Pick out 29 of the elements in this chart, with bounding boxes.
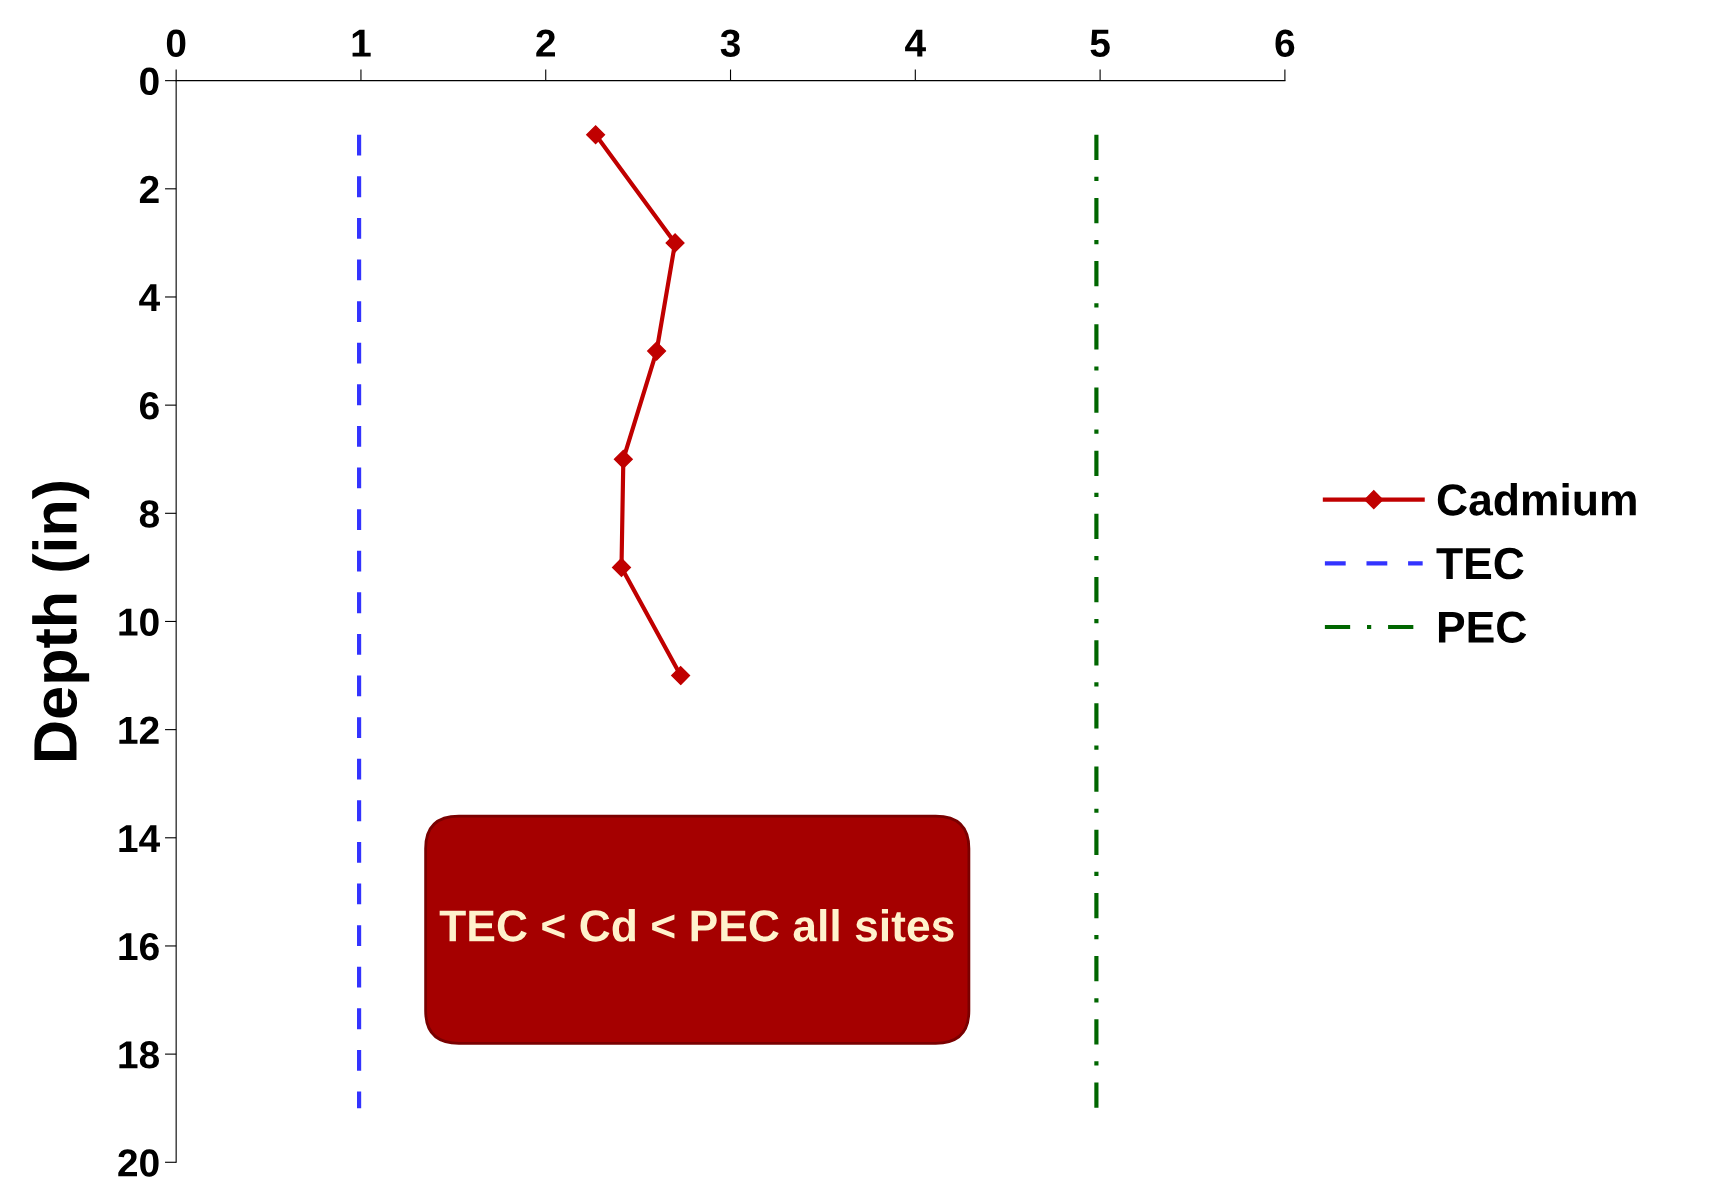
legend-label: TEC — [1436, 547, 1524, 580]
x-tick-label: 3 — [720, 29, 740, 58]
y-tick-label: 12 — [119, 716, 159, 744]
point — [611, 557, 632, 577]
y-tick-label: 4 — [139, 284, 160, 312]
point — [613, 449, 633, 469]
x-tick-label: 6 — [1275, 29, 1295, 57]
y-tick-label: 14 — [119, 825, 160, 852]
legend-label: PEC — [1438, 611, 1527, 643]
x-tick-label: 0 — [166, 29, 186, 57]
y-tick-label: 20 — [118, 1149, 159, 1177]
point — [647, 341, 667, 361]
y-tick-label: 10 — [119, 608, 159, 636]
legend-label: Cadmium — [1437, 483, 1636, 516]
y-tick-label: 2 — [139, 175, 159, 203]
y-tick-label: 18 — [119, 1041, 159, 1069]
point — [671, 666, 691, 686]
annotation: TEC < Cd < PEC all sites — [439, 909, 954, 942]
y-tick-label: 8 — [139, 500, 159, 528]
y-axis-title: Depth (in) — [32, 481, 90, 760]
point — [586, 125, 606, 145]
x-tick-label: 4 — [905, 29, 926, 57]
point — [665, 233, 685, 253]
y-tick-label: 0 — [140, 67, 159, 96]
x-tick-label: 1 — [352, 29, 371, 57]
y-tick-label: 6 — [139, 392, 159, 420]
y-tick-label: 16 — [119, 932, 159, 961]
x-tick-label: 2 — [536, 29, 555, 57]
x-tick-label: 5 — [1090, 29, 1110, 57]
